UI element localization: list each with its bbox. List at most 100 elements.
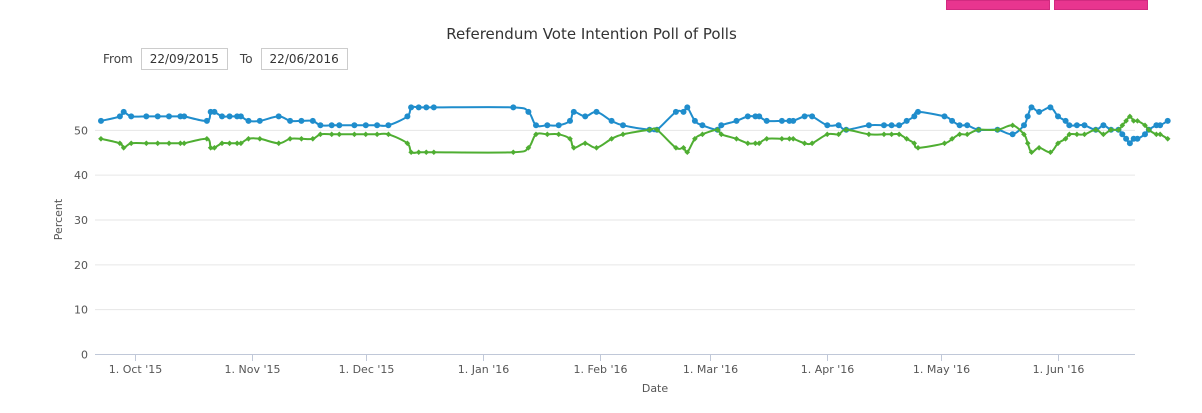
series-1-point: [408, 149, 414, 156]
series-0-point: [423, 104, 430, 111]
series-1-point: [385, 131, 392, 138]
series-1-point: [257, 136, 263, 142]
series-1-point: [374, 131, 380, 138]
series-0-point: [181, 113, 188, 120]
x-tick-label: 1. Nov '15: [225, 363, 281, 376]
series-0-point: [778, 117, 785, 124]
series-0-point: [809, 113, 816, 120]
series-1-point: [533, 131, 539, 138]
series-0-point: [385, 122, 392, 129]
series-0-point: [684, 104, 691, 111]
series-0-point: [1021, 122, 1027, 129]
series-1-point: [431, 149, 437, 156]
series-1-point: [1164, 136, 1171, 142]
series-0-point: [219, 113, 225, 120]
series-1-point: [128, 140, 135, 147]
series-0-point: [362, 122, 369, 129]
series-1-point: [582, 140, 588, 147]
series-1-point: [608, 136, 615, 142]
series-1-point: [1100, 131, 1107, 138]
series-1-point: [238, 140, 244, 147]
series-0-point: [336, 122, 343, 129]
series-0-point: [567, 117, 573, 124]
series-1-point: [177, 140, 184, 147]
series-0-point: [287, 117, 294, 124]
series-1-point: [1009, 122, 1016, 129]
series-0-point: [718, 122, 725, 129]
date-range-selector: From 22/09/2015 To 22/06/2016: [103, 48, 360, 70]
from-label: From: [103, 52, 133, 66]
series-0-point: [237, 113, 244, 120]
series-0-point: [582, 113, 589, 120]
series-1-point: [1153, 131, 1160, 138]
series-1-point: [646, 127, 653, 133]
series-1-point: [415, 149, 422, 156]
series-1-point: [1119, 122, 1126, 129]
series-1-point: [181, 140, 187, 147]
to-label: To: [239, 52, 253, 66]
series-0-point: [408, 104, 415, 111]
series-1-point: [903, 136, 910, 142]
series-1-point: [1028, 149, 1035, 156]
x-tick-label: 1. Mar '16: [683, 363, 738, 376]
series-1-point: [699, 131, 706, 138]
series-0-point: [1123, 135, 1130, 142]
series-0-point: [911, 113, 918, 120]
series-0-point: [733, 117, 740, 124]
series-0-point: [1028, 104, 1035, 111]
series-0-point: [881, 122, 887, 129]
reset-button[interactable]: [1054, 0, 1148, 10]
series-1-point: [949, 136, 955, 142]
series-1-point: [1130, 118, 1137, 124]
series-0-point: [1142, 131, 1148, 138]
from-date-input[interactable]: 22/09/2015: [140, 48, 228, 70]
series-1-point: [1093, 127, 1099, 133]
series-0-point: [374, 122, 381, 129]
series-1-point: [809, 140, 815, 147]
series-1-point: [362, 131, 369, 138]
series-1-point: [309, 136, 316, 142]
series-1-point: [207, 144, 214, 151]
series-1-point: [211, 144, 218, 151]
series-0-point: [691, 117, 698, 124]
series-0-point: [544, 122, 551, 129]
series-0-point: [620, 122, 626, 129]
series-0-point: [1009, 131, 1016, 138]
series-0-point: [835, 122, 842, 129]
series-1-point: [204, 136, 210, 142]
series-1-point: [404, 140, 411, 147]
series-1-point: [226, 140, 233, 147]
series-0-point: [404, 113, 411, 120]
series-0-point: [510, 104, 517, 111]
series-0-point: [865, 122, 872, 129]
series-0-point: [245, 117, 252, 124]
series-0-point: [154, 113, 161, 120]
series-1-point: [120, 144, 127, 151]
series-1-point: [1047, 149, 1054, 156]
series-1-point: [328, 131, 335, 138]
x-tick-label: 1. Jun '16: [1033, 363, 1085, 376]
series-1-point: [593, 144, 600, 151]
series-1-point: [714, 127, 721, 133]
export-button[interactable]: [946, 0, 1050, 10]
series-0-point: [1134, 135, 1141, 142]
series-1-point: [1081, 131, 1088, 138]
series-1-point: [801, 140, 808, 147]
series-1-point: [336, 131, 343, 138]
y-tick-label: 20: [74, 259, 88, 272]
series-1-point: [915, 144, 921, 151]
series-1-point: [1074, 131, 1080, 138]
series-1-point: [98, 136, 104, 142]
series-1-point: [275, 140, 282, 147]
series-1-point: [745, 140, 751, 147]
series-0-point: [1126, 140, 1133, 147]
y-tick-label: 0: [81, 349, 88, 362]
series-0-point: [680, 108, 687, 115]
series-1-point: [680, 144, 687, 151]
series-1-point: [1145, 127, 1152, 133]
series-1-point: [525, 144, 532, 151]
to-date-input[interactable]: 22/06/2016: [260, 48, 348, 70]
series-1-point: [911, 140, 918, 147]
series-1-point: [896, 131, 902, 138]
series-0-point: [317, 122, 324, 129]
